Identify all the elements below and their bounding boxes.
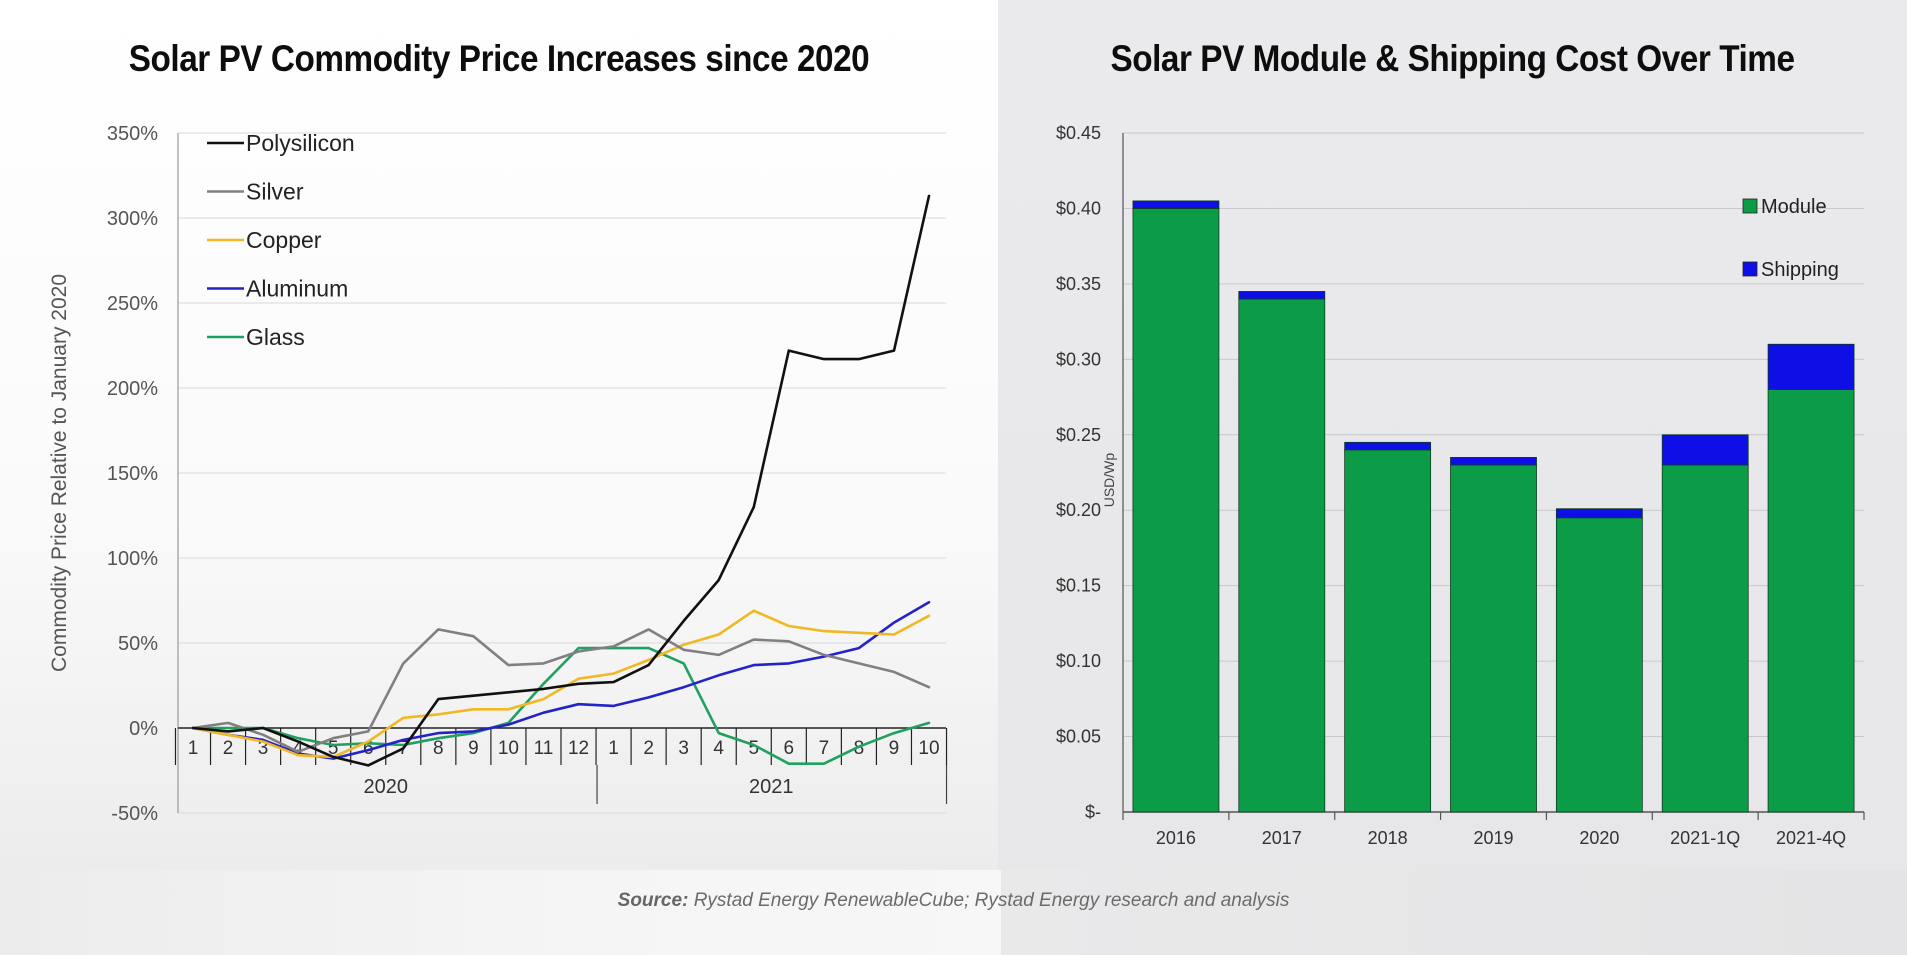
bar-shipping: [1132, 200, 1220, 209]
y-tick-label: $0.45: [1056, 123, 1101, 143]
source-text: Rystad Energy RenewableCube; Rystad Ener…: [693, 890, 1290, 911]
x-tick-label: 10: [918, 738, 939, 759]
y-tick-label: 0%: [129, 718, 158, 740]
series-line-glass: [191, 646, 931, 766]
legend-label: Polysilicon: [246, 130, 355, 156]
x-tick-label: 9: [889, 738, 900, 759]
series-line-copper: [191, 609, 931, 759]
module-cost-bar-chart: $- $0.05 $0.10 $0.15 $0.20 $0.25 $0.30 $0.35 $0.…: [1056, 123, 1865, 848]
y-tick-label: -50%: [111, 803, 158, 825]
x-tick-label: 8: [433, 738, 444, 759]
x-tick-label: 2020: [1579, 828, 1619, 848]
y-tick-label: 250%: [107, 293, 158, 315]
x-tick-label: 8: [854, 738, 865, 759]
commodity-chart-panel: Solar PV Commodity Price Increases since…: [0, 0, 998, 870]
y-axis-label: Commodity Price Relative to January 2020: [48, 274, 71, 672]
x-tick-label: 2018: [1368, 828, 1408, 848]
commodity-chart-title: Solar PV Commodity Price Increases since…: [128, 38, 870, 79]
x-tick-label: 2017: [1262, 828, 1302, 848]
legend-label: Module: [1761, 196, 1827, 218]
legend-label: Aluminum: [246, 276, 348, 302]
bar-module: [1661, 464, 1749, 813]
x-tick-label: 2019: [1473, 828, 1513, 848]
x-tick-label: 2: [643, 738, 654, 759]
y-tick-label: $-: [1085, 802, 1101, 822]
bar-module: [1555, 517, 1643, 813]
legend-label: Silver: [246, 179, 304, 205]
source-label: Source:: [617, 890, 689, 911]
y-tick-label: 200%: [107, 378, 158, 400]
y-tick-label: $0.40: [1056, 198, 1101, 218]
x-tick-label: 1: [188, 738, 199, 759]
legend-swatch: [1742, 198, 1758, 214]
y-tick-label: $0.25: [1056, 425, 1101, 445]
module-cost-chart-panel: Solar PV Module & Shipping Cost Over Tim…: [998, 0, 1907, 870]
x-tick-label: 2021-4Q: [1776, 828, 1846, 848]
y-axis-label: USD/Wp: [1101, 453, 1117, 508]
x-tick-label: 2016: [1156, 828, 1196, 848]
bar-shipping: [1661, 434, 1749, 466]
x-year-label: 2021: [749, 776, 794, 798]
x-tick-label: 3: [678, 738, 689, 759]
x-tick-label: 10: [498, 738, 519, 759]
y-tick-label: $0.10: [1056, 651, 1101, 671]
bar-shipping: [1238, 291, 1326, 300]
y-tick-label: 100%: [107, 548, 158, 570]
x-tick-label: 6: [363, 738, 374, 759]
bar-module: [1344, 449, 1432, 813]
x-tick-label: 2021-1Q: [1670, 828, 1740, 848]
bar-shipping: [1767, 343, 1855, 390]
x-tick-label: 11: [534, 738, 554, 759]
x-tick-label: 5: [328, 738, 339, 759]
bar-shipping: [1344, 441, 1432, 451]
bar-shipping: [1450, 457, 1537, 466]
bar-module: [1450, 464, 1537, 813]
y-tick-label: $0.35: [1056, 274, 1101, 294]
y-tick-label: 50%: [118, 633, 158, 655]
x-tick-label: 4: [293, 738, 304, 759]
series-line-polysilicon: [191, 194, 931, 767]
legend-label: Glass: [246, 324, 305, 350]
bar-module: [1767, 389, 1855, 813]
x-tick-label: 2: [223, 738, 234, 759]
series-line-silver: [191, 628, 931, 754]
x-tick-label: 9: [468, 738, 479, 759]
y-tick-label: $0.15: [1056, 576, 1101, 596]
legend-label: Copper: [246, 227, 322, 253]
legend-swatch: [1742, 261, 1758, 277]
source-note: Source: Rystad Energy RenewableCube; Rys…: [0, 890, 1907, 912]
x-tick-label: 4: [713, 738, 724, 759]
module-cost-chart-title: Solar PV Module & Shipping Cost Over Tim…: [1110, 38, 1795, 79]
x-year-label: 2020: [364, 776, 409, 798]
x-tick-label: 12: [568, 738, 589, 759]
bar-shipping: [1555, 508, 1643, 519]
y-tick-label: $0.05: [1056, 727, 1101, 747]
x-tick-label: 5: [748, 738, 759, 759]
bar-module: [1238, 298, 1326, 813]
legend-label: Shipping: [1761, 259, 1839, 281]
commodity-line-chart: -50% 0% 50% 100% 150% 200% 250% 300% 350% Commodi…: [48, 123, 948, 825]
y-tick-label: 300%: [107, 208, 158, 230]
x-tick-label: 1: [608, 738, 619, 759]
x-tick-label: 7: [819, 738, 830, 759]
bar-module: [1132, 208, 1220, 813]
x-tick-label: 3: [258, 738, 269, 759]
x-tick-label: 6: [784, 738, 795, 759]
y-tick-label: 350%: [107, 123, 158, 145]
y-tick-label: 150%: [107, 463, 158, 485]
y-tick-label: $0.20: [1056, 500, 1101, 520]
y-tick-label: $0.30: [1056, 349, 1101, 369]
